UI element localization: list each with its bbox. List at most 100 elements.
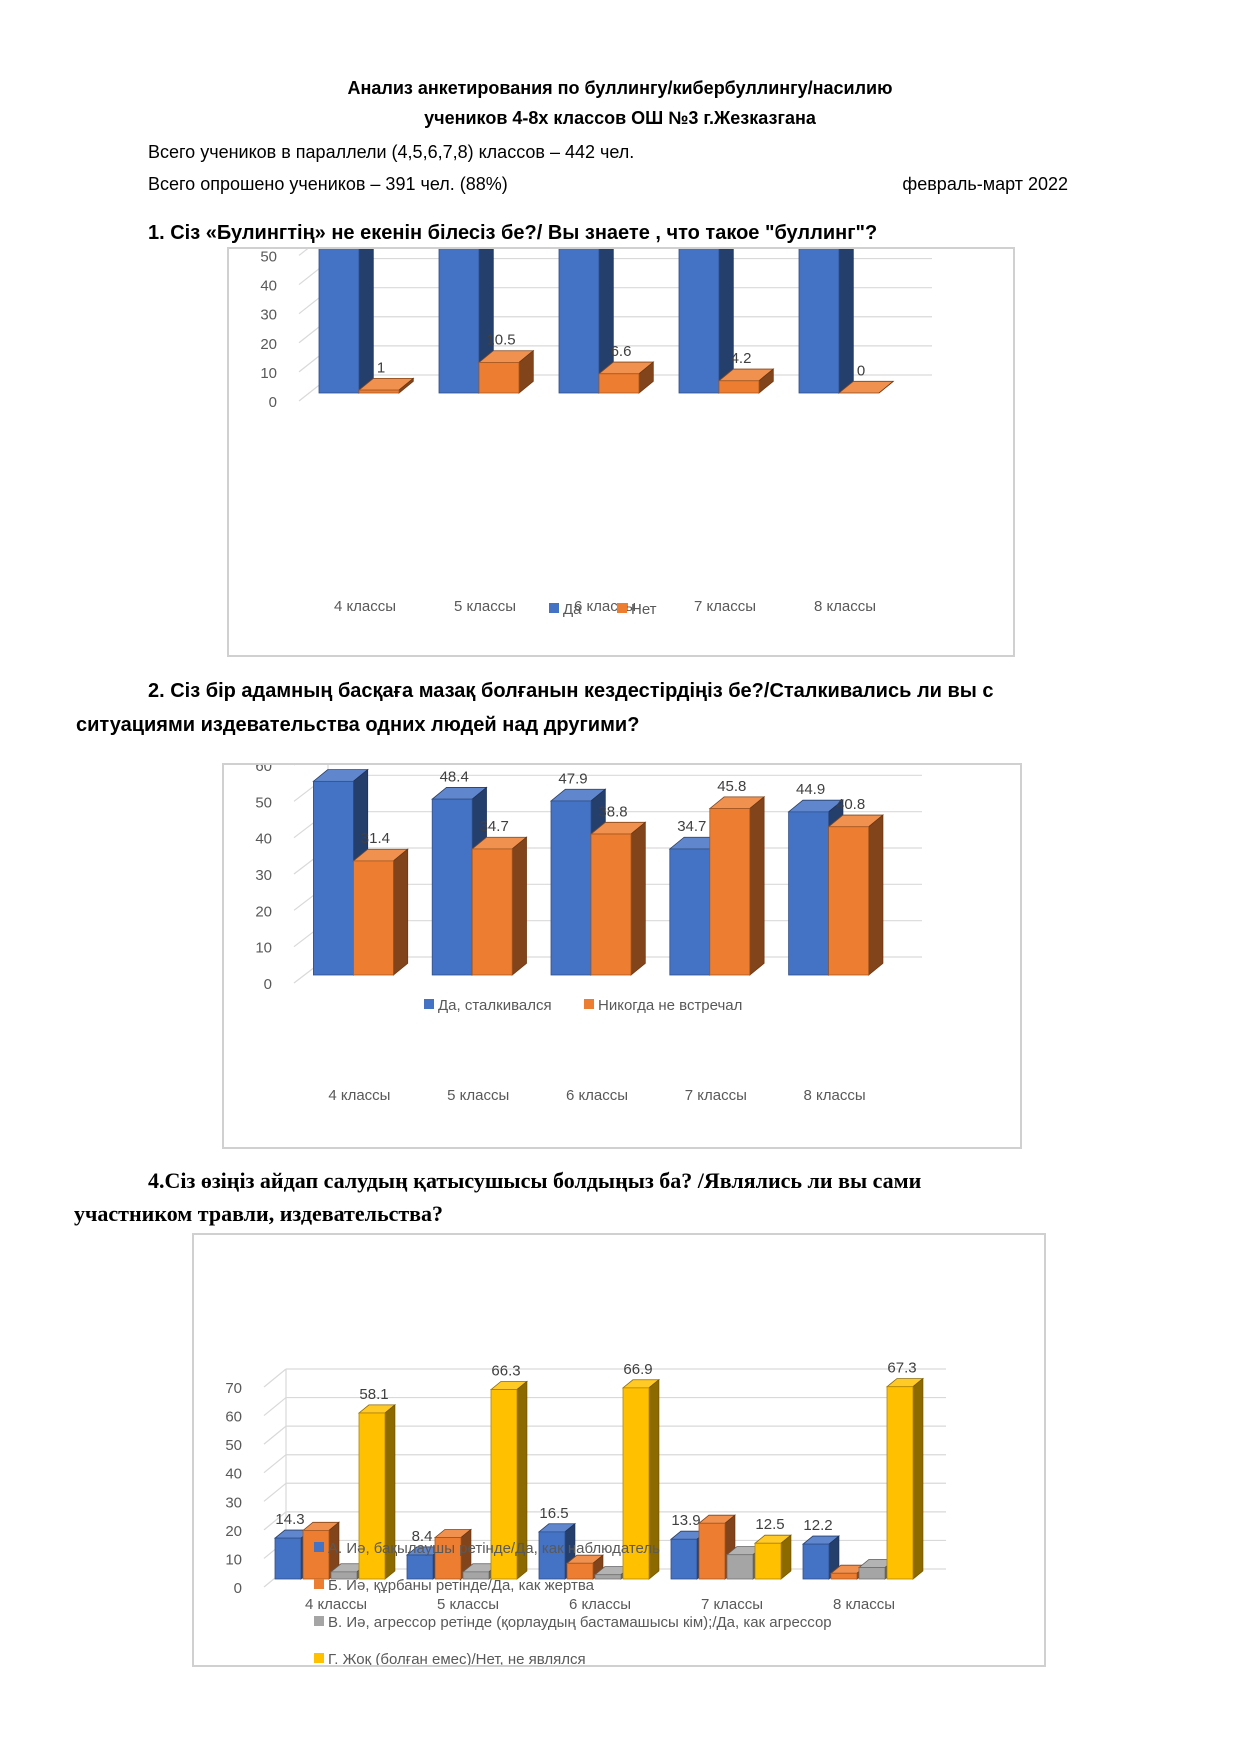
data-label: 13.9 <box>671 1512 700 1529</box>
legend-swatch <box>549 603 559 613</box>
bar <box>802 1543 830 1580</box>
bar <box>438 156 480 394</box>
x-category-label: 5 классы <box>447 1087 509 1104</box>
question-2-line1: 2. Сіз бір адамның басқаға мазақ болғаны… <box>148 680 994 702</box>
chart-1-frame: 01020304050607080904 классы89.515 классы… <box>227 102 1015 657</box>
bar <box>594 1574 622 1580</box>
y-tick-label: 10 <box>255 940 272 957</box>
legend-swatch <box>584 999 594 1009</box>
gridline-side <box>263 1482 287 1502</box>
bar <box>302 1530 330 1580</box>
bar <box>538 1531 566 1580</box>
legend-label: А. Иә, бақылаушы ретінде/Да, как наблюда… <box>328 1540 660 1557</box>
x-category-label: 8 классы <box>814 598 876 615</box>
bar <box>558 152 600 394</box>
data-label: 4.2 <box>731 350 752 367</box>
data-label: 10.5 <box>486 332 515 349</box>
bar-side <box>630 821 646 976</box>
data-label: 31.4 <box>361 830 390 847</box>
data-label: 8.4 <box>412 1528 433 1545</box>
data-label: 12.2 <box>803 1517 832 1534</box>
legend-label: Да, сталкивался <box>438 997 552 1014</box>
bar <box>462 1571 490 1580</box>
data-label: 12.5 <box>755 1516 784 1533</box>
x-category-label: 7 классы <box>701 1596 763 1613</box>
y-tick-label: 40 <box>260 278 277 295</box>
gridline-side <box>263 1454 287 1474</box>
bar <box>828 826 869 976</box>
y-tick-label: 30 <box>225 1494 242 1511</box>
data-label: 0 <box>857 362 865 379</box>
bar <box>478 362 520 394</box>
legend-swatch <box>424 999 434 1009</box>
data-label: 48.4 <box>440 768 469 785</box>
report-date: февраль-март 2022 <box>902 174 1068 194</box>
bar <box>754 1542 782 1580</box>
data-label: 58.1 <box>359 1386 388 1403</box>
data-label: 53.3 <box>321 765 350 768</box>
y-tick-label: 20 <box>260 336 277 353</box>
legend-swatch <box>314 1542 324 1552</box>
x-category-label: 6 классы <box>566 1087 628 1104</box>
chart-3: 0 10 20 30 40 50 60 70 4 классы 14.3 58.1 5 классы 8… <box>225 1360 946 1668</box>
x-category-label: 8 классы <box>804 1087 866 1104</box>
legend-label: Нет <box>631 601 657 618</box>
question-4-line1: 4.Сіз өзіңіз айдап салудың қатысушысы бо… <box>148 1168 922 1193</box>
bar <box>726 1554 754 1580</box>
x-category-label: 8 классы <box>833 1596 895 1613</box>
legend-label: Г. Жоқ (болған емес)/Нет, не являлся <box>328 1651 586 1665</box>
bar-side <box>511 836 527 976</box>
bar <box>358 1412 386 1580</box>
y-tick-label: 40 <box>255 831 272 848</box>
data-label: 67.3 <box>887 1360 916 1377</box>
bar-side <box>838 130 854 394</box>
bar <box>669 848 711 976</box>
data-label: 34.7 <box>677 818 706 835</box>
data-label: 40.8 <box>836 796 865 813</box>
y-tick-label: 50 <box>260 249 277 265</box>
bar <box>434 1537 462 1580</box>
chart-2: 0 10 20 30 40 50 60 4 классы 53.3 31.4 5 классы 48.… <box>255 738 922 1104</box>
legend-label: В. Иә, агрессор ретінде (қорлаудың баста… <box>328 1614 832 1631</box>
x-category-label: 4 классы <box>305 1596 367 1613</box>
question-2-line2: ситуациями издевательства одних людей на… <box>76 714 640 736</box>
data-label: 6.6 <box>611 343 632 360</box>
bar-top <box>837 380 895 394</box>
y-tick-label: 50 <box>255 794 272 811</box>
y-tick-label: 0 <box>269 394 277 411</box>
y-tick-label: 70 <box>225 1380 242 1397</box>
x-category-label: 4 классы <box>334 598 396 615</box>
y-tick-label: 20 <box>225 1523 242 1540</box>
bar <box>550 800 592 976</box>
x-category-label: 6 классы <box>569 1596 631 1613</box>
bar <box>830 1572 858 1580</box>
gridline-side <box>263 1425 287 1445</box>
data-label: 66.9 <box>623 1361 652 1378</box>
report-title-line1: Анализ анкетирования по буллингу/кибербу… <box>347 78 893 98</box>
bar <box>798 143 840 394</box>
bar <box>718 380 760 394</box>
y-tick-label: 30 <box>260 307 277 324</box>
bar <box>709 808 751 976</box>
bar <box>590 833 632 976</box>
total-students-line: Всего учеников в параллели (4,5,6,7,8) к… <box>148 142 635 162</box>
surveyed-students-line: Всего опрошено учеников – 391 чел. (88%) <box>148 174 508 194</box>
data-label: 16.5 <box>539 1505 568 1522</box>
bar <box>678 170 720 394</box>
chart-3-frame: 0 10 20 30 40 50 60 70 4 классы 14.3 58.1 5 классы 8… <box>192 1233 1046 1668</box>
chart-2-frame: 0 10 20 30 40 50 60 4 классы 53.3 31.4 5 классы 48.… <box>222 738 1022 1149</box>
report-title-line2: учеников 4-8х классов ОШ №3 г.Жезказгана <box>424 108 816 128</box>
y-tick-label: 30 <box>255 867 272 884</box>
legend-swatch <box>617 603 627 613</box>
y-tick-label: 50 <box>225 1437 242 1454</box>
bar <box>670 1538 698 1580</box>
x-category-label: 4 классы <box>328 1087 390 1104</box>
y-tick-label: 40 <box>225 1466 242 1483</box>
bar <box>352 860 394 976</box>
bar-side <box>392 848 409 976</box>
data-label: 38.8 <box>598 803 627 820</box>
bar <box>431 798 473 976</box>
x-category-label: 5 классы <box>454 598 516 615</box>
bar <box>598 373 640 394</box>
bar <box>566 1562 594 1580</box>
